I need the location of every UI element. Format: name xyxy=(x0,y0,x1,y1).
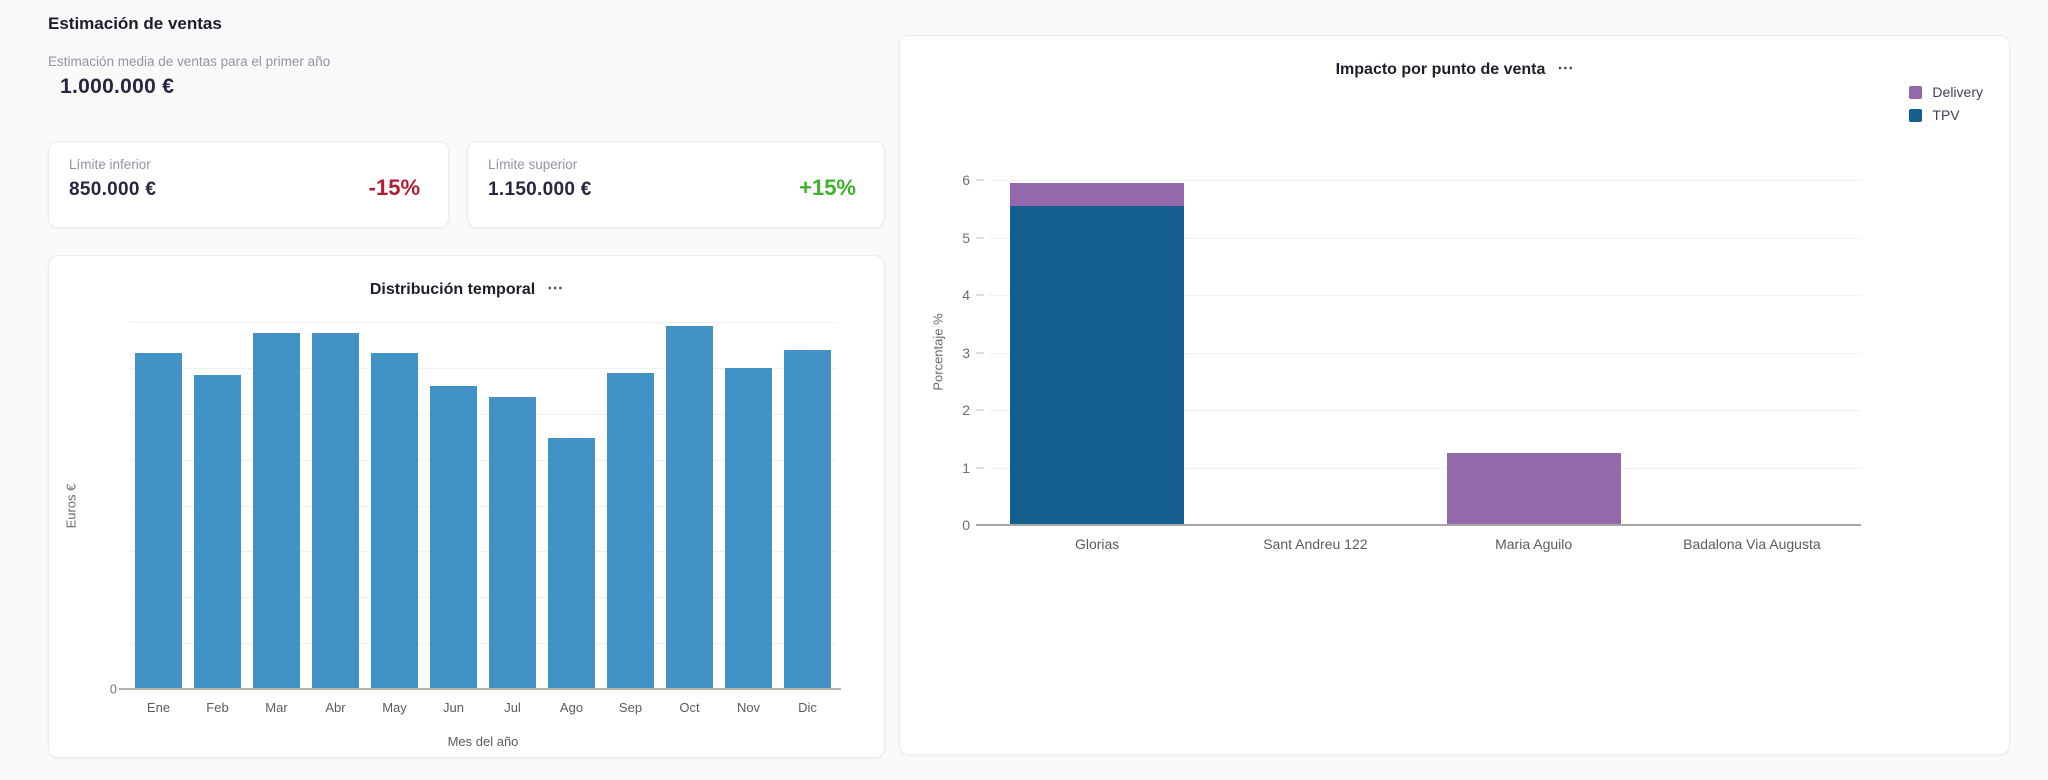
x-tick-maria-aguilo: Maria Aguilo xyxy=(1495,536,1573,552)
upper-limit-delta: +15% xyxy=(799,175,856,200)
x-tick-abr: Abr xyxy=(325,700,346,715)
gridline xyxy=(129,367,837,369)
gridline xyxy=(988,352,1861,354)
x-axis-title-mes-del-ano: Mes del año xyxy=(447,734,519,749)
x-tick-sant-andreu-122: Sant Andreu 122 xyxy=(1263,536,1368,552)
y-tick-6: 6 xyxy=(962,172,970,188)
bar-delivery-glorias[interactable] xyxy=(1010,182,1185,206)
bar-ago[interactable] xyxy=(548,437,595,689)
x-axis-line xyxy=(976,524,1861,526)
x-tick-jun: Jun xyxy=(443,700,464,715)
impacto-punto-venta-card: Impacto por punto de venta ⋯ Delivery TPV … xyxy=(899,35,2010,755)
upper-limit-card: Límite superior 1.150.000 € +15% xyxy=(467,141,885,228)
y-tick-1: 1 xyxy=(962,459,970,476)
bar-tpv-glorias[interactable] xyxy=(1010,205,1185,525)
chart-title-distribucion-temporal: Distribución temporal xyxy=(369,281,536,298)
gridline xyxy=(129,459,837,461)
y-tick-dash xyxy=(976,466,984,469)
gridline xyxy=(988,410,1861,411)
y-tick-dash xyxy=(976,351,984,354)
legend-item-tpv[interactable]: TPV xyxy=(1909,107,1983,123)
legend-label-tpv: TPV xyxy=(1932,107,1960,123)
legend-item-delivery[interactable]: Delivery xyxy=(1909,84,1983,100)
legend-label-delivery: Delivery xyxy=(1932,84,1983,100)
bar-ene[interactable] xyxy=(135,353,182,689)
x-tick-badalona-via-augusta: Badalona Via Augusta xyxy=(1683,536,1821,552)
upper-limit-label: Límite superior xyxy=(488,157,578,172)
bar-nov[interactable] xyxy=(725,367,772,689)
bar-abr[interactable] xyxy=(312,333,359,689)
gridline xyxy=(129,505,837,507)
gridline xyxy=(988,295,1861,296)
x-tick-oct: Oct xyxy=(679,700,700,715)
gridline xyxy=(129,551,837,553)
x-tick-nov: Nov xyxy=(736,700,761,715)
y-tick-dash xyxy=(976,236,984,239)
distribucion-temporal-plot: 0 Ene Feb Mar Abr May Jun Jul Ago Sep Oct Nov Dic xyxy=(110,322,841,715)
gridline xyxy=(988,237,1861,239)
chart-menu-icon[interactable]: ⋯ xyxy=(547,280,564,297)
y-axis-title-euros: Euros € xyxy=(63,483,79,529)
y-tick-4: 4 xyxy=(962,287,970,303)
y-tick-0: 0 xyxy=(962,517,970,533)
gridline xyxy=(988,467,1861,469)
bar-jun[interactable] xyxy=(430,386,477,689)
legend-swatch-tpv xyxy=(1909,108,1923,122)
lower-limit-card: Límite inferior 850.000 € -15% xyxy=(48,141,449,228)
bar-mar[interactable] xyxy=(253,333,300,689)
bar-dic[interactable] xyxy=(784,349,831,689)
lower-limit-value: 850.000 € xyxy=(69,179,157,200)
impacto-plot: 0 1 2 3 4 5 6 Glorias Sant Andreu 122 Maria Aguil… xyxy=(962,172,1861,552)
y-tick-0: 0 xyxy=(109,681,117,697)
y-tick-3: 3 xyxy=(962,344,970,361)
x-axis-line xyxy=(119,688,841,690)
page-title: Estimación de ventas xyxy=(48,14,222,33)
bar-sep[interactable] xyxy=(607,373,654,689)
chart-title-impacto-punto-venta: Impacto por punto de venta xyxy=(1335,61,1546,78)
bar-delivery-maria-aguilo[interactable] xyxy=(1446,453,1621,525)
distribucion-temporal-title-row: Distribución temporal ⋯ xyxy=(49,278,884,299)
upper-limit-value: 1.150.000 € xyxy=(488,179,592,200)
bar-feb[interactable] xyxy=(194,375,241,689)
distribucion-temporal-card: Distribución temporal ⋯ Euros € 0 Ene Feb Ma… xyxy=(48,255,885,758)
sales-estimate-header: Estimación de ventas Estimación media de… xyxy=(48,14,330,99)
legend-swatch-delivery xyxy=(1909,85,1923,99)
impacto-title-row: Impacto por punto de venta ⋯ xyxy=(900,58,2009,79)
gridline xyxy=(129,643,837,645)
x-tick-glorias: Glorias xyxy=(1074,536,1120,552)
x-tick-may: May xyxy=(382,700,407,715)
y-tick-dash xyxy=(976,409,984,411)
gridline xyxy=(988,180,1861,181)
average-sales-value: 1.000.000 € xyxy=(60,75,175,98)
y-tick-5: 5 xyxy=(962,229,970,246)
x-tick-mar: Mar xyxy=(265,700,288,715)
gridline xyxy=(129,322,837,323)
bar-jul[interactable] xyxy=(489,397,536,689)
bar-may[interactable] xyxy=(371,353,418,689)
x-tick-dic: Dic xyxy=(798,700,817,715)
lower-limit-label: Límite inferior xyxy=(69,157,151,172)
chart-legend: Delivery TPV xyxy=(1909,84,1983,130)
x-tick-feb: Feb xyxy=(206,700,229,715)
gridline xyxy=(129,597,837,599)
x-tick-sep: Sep xyxy=(618,700,643,715)
y-tick-dash xyxy=(976,294,984,296)
y-tick-2: 2 xyxy=(962,402,970,418)
bar-oct[interactable] xyxy=(666,325,713,689)
average-sales-label: Estimación media de ventas para el prime… xyxy=(48,54,331,69)
y-tick-dash xyxy=(976,179,984,181)
x-tick-ago: Ago xyxy=(559,700,584,715)
chart-menu-icon[interactable]: ⋯ xyxy=(1557,60,1574,77)
lower-limit-delta: -15% xyxy=(368,175,420,200)
x-tick-jul: Jul xyxy=(504,700,521,715)
gridline xyxy=(129,413,837,415)
x-tick-ene: Ene xyxy=(146,700,171,715)
